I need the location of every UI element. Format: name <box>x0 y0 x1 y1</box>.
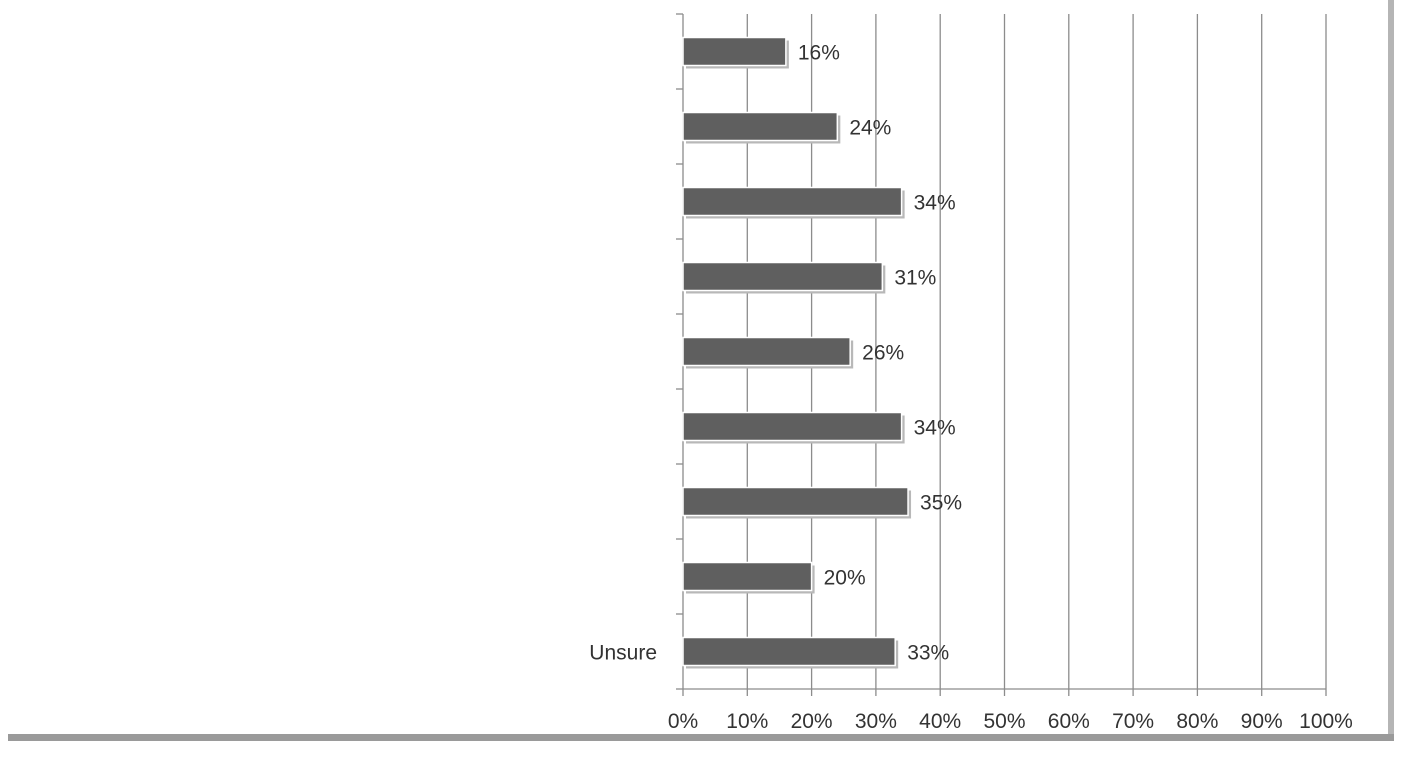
data-label-5: 34% <box>914 417 956 440</box>
x-tick-label-7: 70% <box>1112 710 1154 733</box>
x-tick-label-10: 100% <box>1299 710 1353 733</box>
data-label-7: 20% <box>824 567 866 590</box>
bar-5 <box>682 411 903 442</box>
bar-7 <box>682 561 813 592</box>
data-label-1: 24% <box>849 117 891 140</box>
data-label-2: 34% <box>914 192 956 215</box>
bar-8 <box>682 636 896 667</box>
x-tick-label-3: 30% <box>855 710 897 733</box>
data-label-3: 31% <box>894 267 936 290</box>
x-tick-label-6: 60% <box>1048 710 1090 733</box>
frame-shadow-right <box>1388 0 1394 740</box>
data-label-6: 35% <box>920 492 962 515</box>
data-label-0: 16% <box>798 42 840 65</box>
bar-4 <box>682 336 851 367</box>
bars <box>682 36 912 669</box>
bar-1 <box>682 111 839 142</box>
bar-3 <box>682 261 884 292</box>
bar-2 <box>682 186 903 217</box>
bar-6 <box>682 486 909 517</box>
bar-0 <box>682 36 787 67</box>
x-tick-label-9: 90% <box>1241 710 1283 733</box>
category-label-8: Unsure <box>589 642 657 665</box>
x-tick-label-2: 20% <box>791 710 833 733</box>
frame-shadow-bottom <box>8 734 1394 741</box>
x-tick-label-8: 80% <box>1176 710 1218 733</box>
x-tick-label-4: 40% <box>919 710 961 733</box>
labels: 0% 10% 20% 30% 40% 50% 60% 70% 80% 90% 100% 16% 24% 3… <box>589 42 1353 734</box>
x-tick-label-1: 10% <box>726 710 768 733</box>
x-tick-label-5: 50% <box>983 710 1025 733</box>
data-label-8: 33% <box>907 642 949 665</box>
x-tick-label-0: 0% <box>668 710 698 733</box>
data-label-4: 26% <box>862 342 904 365</box>
